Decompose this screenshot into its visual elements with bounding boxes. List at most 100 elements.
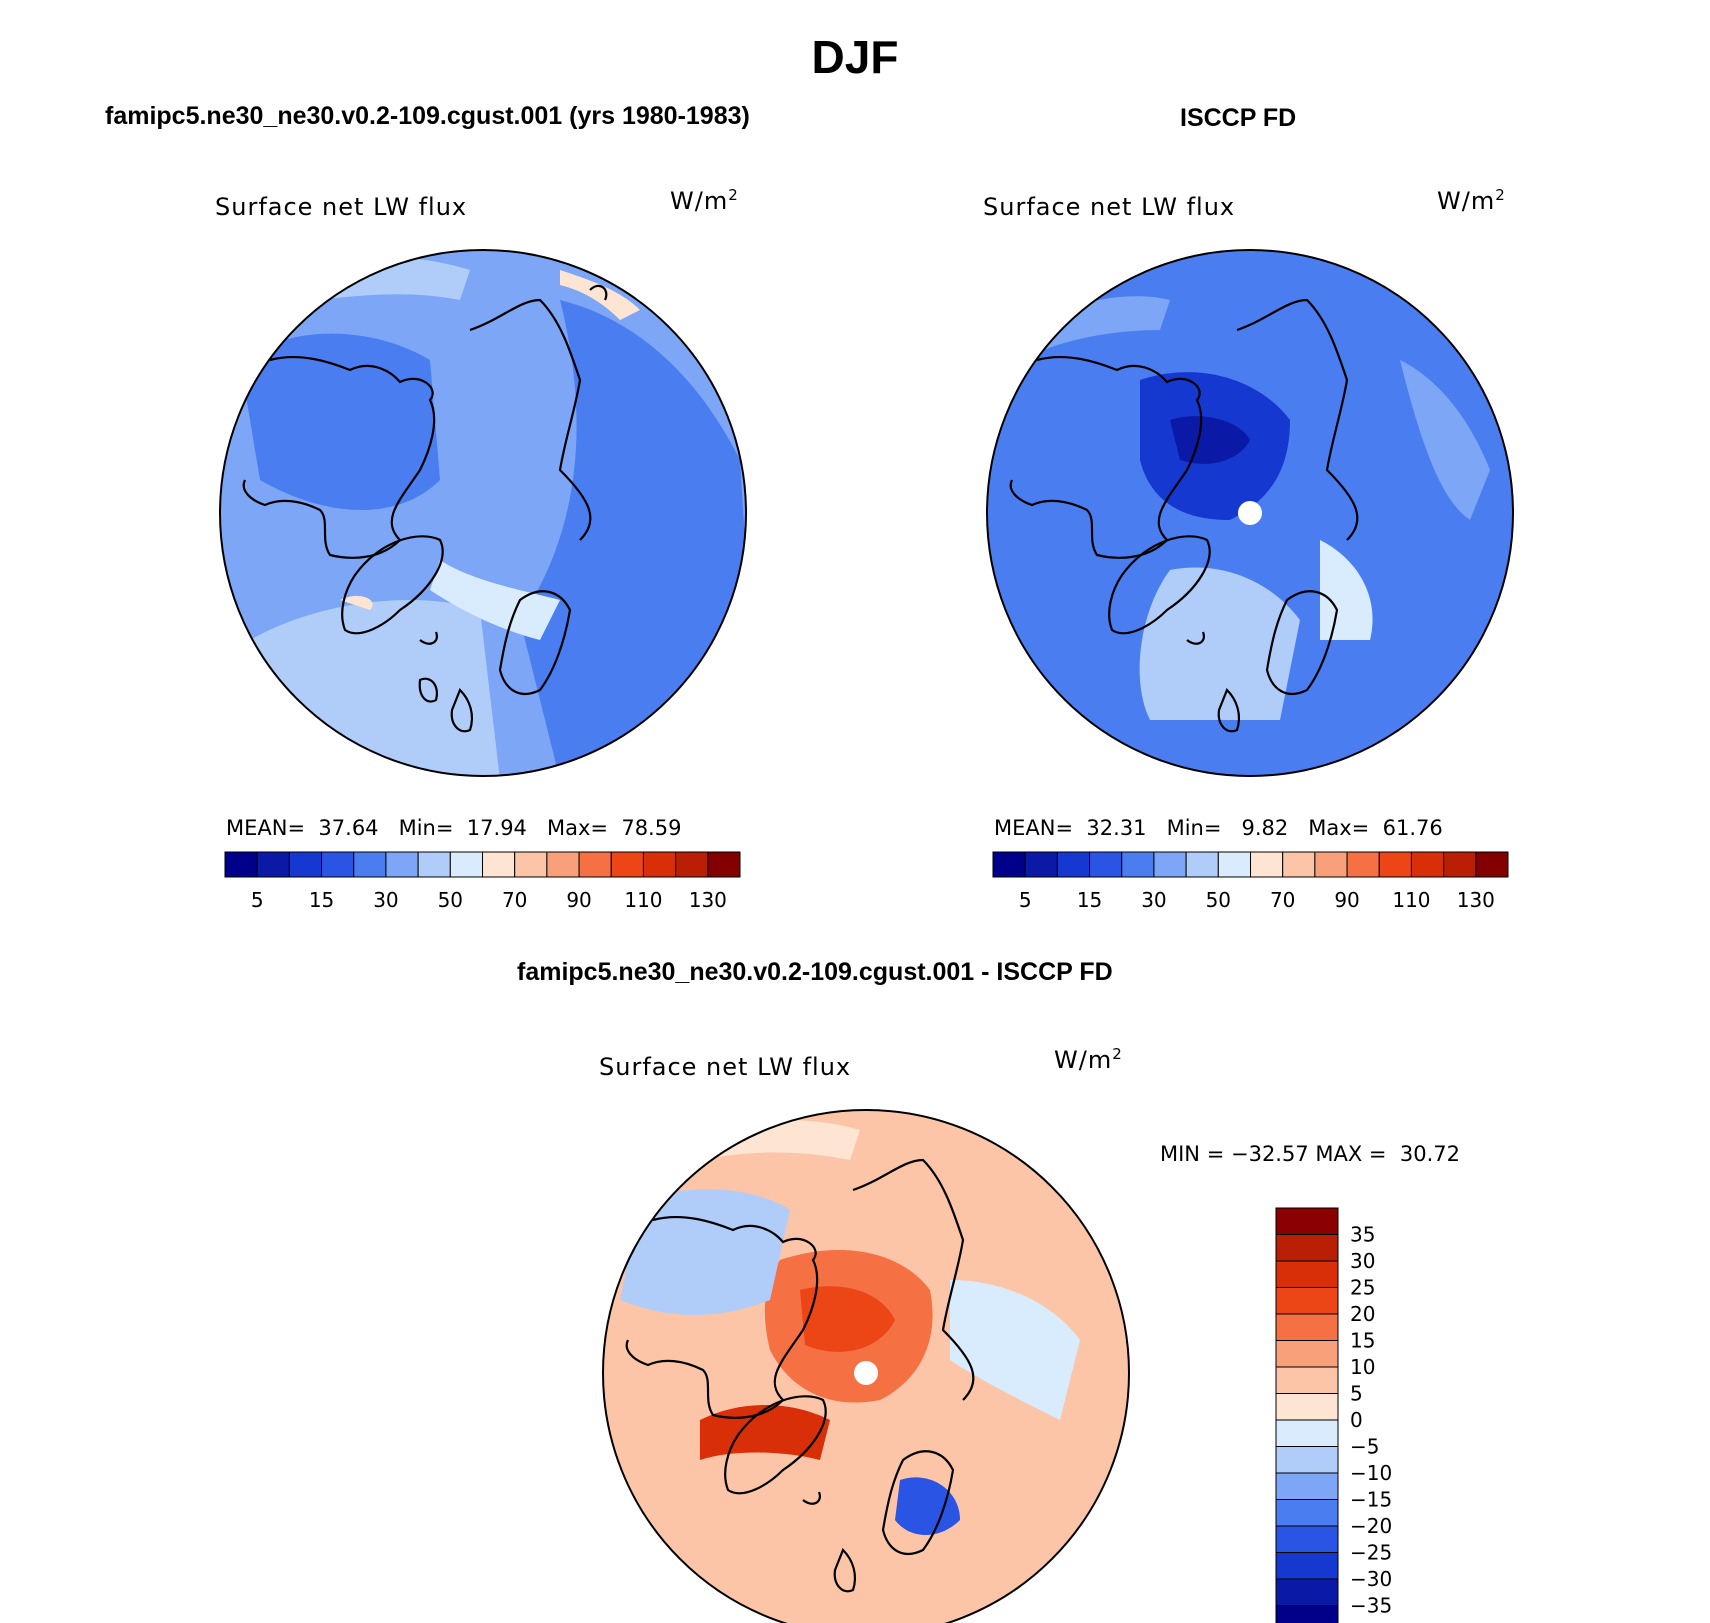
panel-3-units: W/m2 xyxy=(1054,1045,1123,1074)
colorbar-1-swatch xyxy=(449,851,483,878)
colorbar-1: 5 15 30 50 70 90 110 130 xyxy=(224,851,741,912)
obs-core-field xyxy=(1170,416,1250,464)
colorbar-3-tick-label: 0 xyxy=(1350,1408,1363,1432)
colorbar-1-swatch xyxy=(353,851,387,878)
panel-1-map-border xyxy=(219,249,747,777)
diff-arctic-warmer xyxy=(800,1286,895,1352)
colorbar-2-tick-label: 130 xyxy=(1457,888,1495,912)
colorbar-3-tick-label: 30 xyxy=(1350,1249,1375,1273)
colorbar-3-tick-label: −15 xyxy=(1350,1488,1392,1512)
colorbar-3-tick-label: 35 xyxy=(1350,1223,1375,1247)
panel-2-field-label: Surface net LW flux xyxy=(983,193,1236,221)
colorbar-3-tick-label: 20 xyxy=(1350,1302,1375,1326)
panel-2-polar-map xyxy=(986,249,1514,777)
colorbar-2-tick-label: 15 xyxy=(1077,888,1102,912)
panel-2-map-border xyxy=(986,249,1514,777)
colorbar-1-tick-label: 5 xyxy=(251,888,264,912)
colorbar-2-swatch xyxy=(992,851,1026,878)
colorbar-1-swatch xyxy=(321,851,355,878)
model-warm-patch xyxy=(340,595,373,610)
colorbar-3-swatch xyxy=(1275,1578,1339,1606)
colorbar-2-swatch xyxy=(1089,851,1123,878)
diff-siberia-cool xyxy=(950,1280,1080,1420)
colorbar-1-swatch xyxy=(514,851,548,878)
colorbar-1-swatch xyxy=(675,851,709,878)
colorbar-3-swatch xyxy=(1275,1499,1339,1527)
colorbar-1-tick-label: 50 xyxy=(438,888,463,912)
colorbar-2-swatch xyxy=(1314,851,1348,878)
colorbar-1-swatch xyxy=(707,851,741,878)
colorbar-2-swatch xyxy=(1185,851,1219,878)
colorbar-1-tick-label: 15 xyxy=(309,888,334,912)
obs-pacific-field xyxy=(1400,360,1490,520)
panel-2-title: ISCCP FD xyxy=(1180,104,1297,132)
colorbar-1-swatch xyxy=(256,851,290,878)
colorbar-3-swatch xyxy=(1275,1393,1339,1421)
panel-3-map-border xyxy=(602,1109,1130,1623)
colorbar-3-tick-label: −20 xyxy=(1350,1514,1392,1538)
colorbar-1-tick-label: 70 xyxy=(502,888,527,912)
figure-title: DJF xyxy=(811,31,899,83)
colorbar-2-swatch xyxy=(1250,851,1284,878)
colorbar-3-tick-label: −5 xyxy=(1350,1435,1379,1459)
colorbar-2-swatch xyxy=(1410,851,1445,878)
panel-1-units: W/m2 xyxy=(670,186,739,215)
colorbar-2-swatch xyxy=(1121,851,1155,878)
obs-atlantic-field xyxy=(1139,567,1300,720)
colorbar-2-tick-label: 110 xyxy=(1392,888,1430,912)
colorbar-1-swatch xyxy=(546,851,580,878)
colorbar-1-tick-label: 130 xyxy=(689,888,727,912)
colorbar-2-tick-label: 90 xyxy=(1334,888,1359,912)
colorbar-3-swatch xyxy=(1275,1207,1339,1235)
panel-1-stats: MEAN= 37.64 Min= 17.94 Max= 78.59 xyxy=(226,816,682,840)
colorbar-3-swatch xyxy=(1275,1234,1339,1262)
coastlines-3 xyxy=(625,1158,975,1593)
panel-3-title: famipc5.ne30_ne30.v0.2-109.cgust.001 - I… xyxy=(517,958,1113,986)
colorbar-3-tick-label: 25 xyxy=(1350,1276,1375,1300)
colorbar-3-swatch xyxy=(1275,1340,1339,1368)
colorbar-2-swatch xyxy=(1443,851,1477,878)
panel-2-units: W/m2 xyxy=(1437,186,1506,215)
colorbar-3-swatch xyxy=(1275,1472,1339,1500)
colorbar-3-swatch xyxy=(1275,1552,1339,1580)
panel-1-polar-map xyxy=(219,249,747,777)
colorbar-1-swatch xyxy=(224,851,258,878)
colorbar-1-swatch xyxy=(417,851,451,878)
colorbar-2-tick-label: 50 xyxy=(1206,888,1231,912)
obs-europe-field xyxy=(1320,540,1373,640)
colorbar-3-tick-label: −30 xyxy=(1350,1567,1392,1591)
colorbar-1-swatch xyxy=(578,851,612,878)
colorbar-3-swatch xyxy=(1275,1419,1339,1447)
coastlines-2 xyxy=(1009,298,1359,733)
diff-pole-hole xyxy=(854,1361,878,1385)
colorbar-2-swatch xyxy=(1378,851,1412,878)
colorbar-3-swatch xyxy=(1275,1525,1339,1553)
panel-3-field-label: Surface net LW flux xyxy=(599,1053,852,1081)
colorbar-2-swatch xyxy=(1217,851,1251,878)
colorbar-2-tick-label: 30 xyxy=(1141,888,1166,912)
colorbar-1-swatch xyxy=(288,851,323,878)
panel-1-field-label: Surface net LW flux xyxy=(215,193,468,221)
colorbar-3-tick-label: 10 xyxy=(1350,1355,1375,1379)
colorbar-3-tick-label: −10 xyxy=(1350,1461,1392,1485)
colorbar-3-swatch xyxy=(1275,1260,1339,1288)
panel-2-stats: MEAN= 32.31 Min= 9.82 Max= 61.76 xyxy=(994,816,1443,840)
colorbar-1-tick-label: 30 xyxy=(373,888,398,912)
colorbar-2-swatch xyxy=(1282,851,1316,878)
colorbar-2-tick-label: 70 xyxy=(1270,888,1295,912)
colorbar-1-tick-label: 110 xyxy=(624,888,662,912)
model-warm-patch-2 xyxy=(560,270,640,320)
colorbar-2-swatch xyxy=(1153,851,1187,878)
colorbar-3-swatch xyxy=(1275,1605,1339,1623)
panel-1-title: famipc5.ne30_ne30.v0.2-109.cgust.001 (yr… xyxy=(105,102,750,130)
colorbar-3-swatch xyxy=(1275,1446,1339,1474)
colorbar-2-swatch xyxy=(1346,851,1380,878)
panel-3-stats: MIN = −32.57 MAX = 30.72 xyxy=(1160,1142,1461,1166)
colorbar-3-tick-label: −35 xyxy=(1350,1594,1392,1618)
model-canada-field xyxy=(240,333,440,510)
colorbar-1-swatch xyxy=(642,851,677,878)
colorbar-2-tick-label: 5 xyxy=(1019,888,1032,912)
colorbar-2: 5 15 30 50 70 90 110 130 xyxy=(992,851,1509,912)
model-norway-field xyxy=(430,560,560,640)
